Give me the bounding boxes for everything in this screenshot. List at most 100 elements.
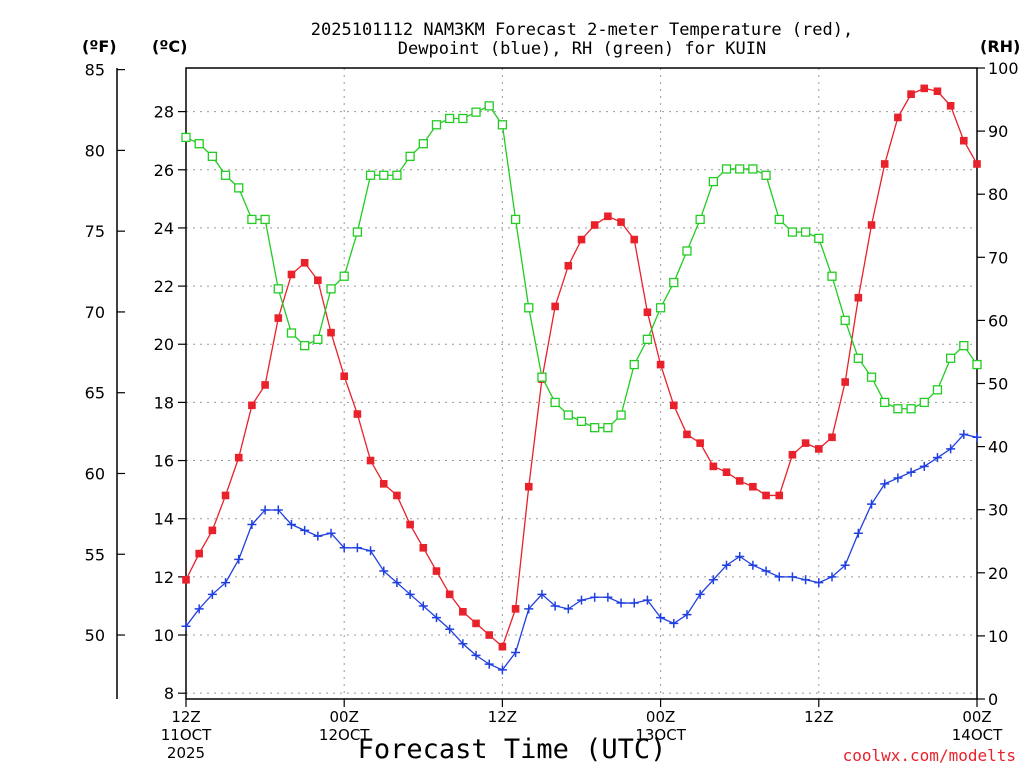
rh-point <box>286 328 297 338</box>
dewpoint-point <box>629 598 639 608</box>
x-tick-label: 12Z <box>804 708 833 726</box>
temperature-point <box>419 543 428 552</box>
temperature-point <box>340 372 348 381</box>
dewpoint-point <box>234 554 244 564</box>
temperature-point <box>960 136 968 145</box>
temperature-point <box>261 381 269 389</box>
dewpoint-point <box>959 429 969 439</box>
dewpoint-point <box>774 572 784 582</box>
rh-point <box>919 397 929 408</box>
dewpoint-point <box>563 604 573 614</box>
dewpoint-point <box>880 479 890 489</box>
series-dewpoint <box>181 429 982 675</box>
temperature-point <box>248 401 256 410</box>
temperature-point <box>617 218 625 226</box>
dewpoint-point <box>484 659 494 669</box>
x-tick-label: 12Z <box>171 708 200 726</box>
rh-point <box>431 120 442 130</box>
fahrenheit-tick-label: 50 <box>85 626 105 645</box>
rh-point <box>576 416 587 427</box>
temperature-point <box>867 221 876 229</box>
fahrenheit-unit-label: (ºF) <box>82 37 117 56</box>
temperature-point <box>722 468 731 476</box>
temperature-point <box>933 87 942 96</box>
dewpoint-point <box>603 592 613 602</box>
rh-point <box>695 214 705 225</box>
rh-point <box>669 277 679 288</box>
temperature-point <box>182 575 190 584</box>
rh-point <box>840 315 850 326</box>
rh-point <box>299 340 310 351</box>
temperature-point <box>393 491 401 500</box>
x-tick-label: 12Z <box>488 708 517 726</box>
rh-point <box>616 410 626 420</box>
x-tick-label: 00Z <box>962 708 991 726</box>
temperature-point <box>841 378 849 386</box>
temperature-point <box>656 360 665 369</box>
rh-point <box>194 139 204 149</box>
rh-point <box>735 164 745 174</box>
rh-point <box>906 404 916 414</box>
temperature-point <box>208 526 217 535</box>
dewpoint-point <box>787 572 797 582</box>
temperature-point <box>907 90 915 98</box>
temperature-point <box>604 212 612 221</box>
dewpoint-point <box>748 560 758 570</box>
dewpoint-point <box>471 650 481 660</box>
rh-point <box>893 404 903 414</box>
series-line <box>185 105 978 429</box>
temperature-point <box>366 456 375 465</box>
x-tick-label: 13OCT <box>635 726 686 744</box>
temperature-point <box>828 433 836 442</box>
fahrenheit-tick-label: 80 <box>85 141 105 160</box>
dewpoint-point <box>642 595 652 605</box>
rh-point <box>418 139 428 149</box>
rh-point <box>313 334 323 344</box>
credit-text: coolwx.com/modelts <box>843 746 1016 765</box>
celsius-tick-label: 8 <box>164 684 174 703</box>
rh-point <box>339 271 349 281</box>
rh-tick-label: 0 <box>988 690 998 709</box>
rh-point <box>207 151 218 161</box>
rh-point <box>880 397 890 408</box>
series-2-meter-temperature <box>182 84 981 651</box>
dewpoint-point <box>919 461 929 471</box>
rh-point <box>471 107 481 117</box>
dewpoint-point <box>511 647 521 657</box>
celsius-tick-label: 24 <box>154 219 174 238</box>
dewpoint-point <box>405 589 415 599</box>
dewpoint-point <box>577 595 586 605</box>
temperature-point <box>524 482 533 491</box>
rh-point <box>273 284 283 294</box>
temperature-point <box>920 84 929 93</box>
rh-point <box>629 359 639 370</box>
dewpoint-point <box>708 575 718 585</box>
rh-point <box>405 151 415 161</box>
dewpoint-point <box>286 520 296 530</box>
rh-point <box>721 164 732 174</box>
dewpoint-point <box>537 589 547 599</box>
dewpoint-point <box>853 528 863 538</box>
temperature-point <box>788 450 797 459</box>
dewpoint-point <box>906 467 916 477</box>
rh-point <box>932 385 943 395</box>
dewpoint-point <box>893 473 903 483</box>
rh-tick-label: 70 <box>988 248 1008 267</box>
temperature-point <box>946 102 955 110</box>
rh-point <box>866 372 877 382</box>
fahrenheit-tick-label: 70 <box>85 303 105 322</box>
celsius-tick-label: 10 <box>154 626 174 645</box>
celsius-tick-label: 12 <box>154 568 174 587</box>
rh-point <box>445 113 455 124</box>
celsius-tick-label: 22 <box>154 277 174 296</box>
fahrenheit-tick-label: 55 <box>85 545 105 564</box>
temperature-point <box>880 160 889 168</box>
rh-point <box>655 303 666 313</box>
rh-tick-label: 50 <box>988 375 1008 394</box>
dewpoint-point <box>273 505 283 515</box>
temperature-point <box>234 453 243 462</box>
gridlines <box>186 68 977 699</box>
dewpoint-point <box>221 578 231 588</box>
chart-title: 2025101112 NAM3KM Forecast 2-meter Tempe… <box>311 20 853 59</box>
